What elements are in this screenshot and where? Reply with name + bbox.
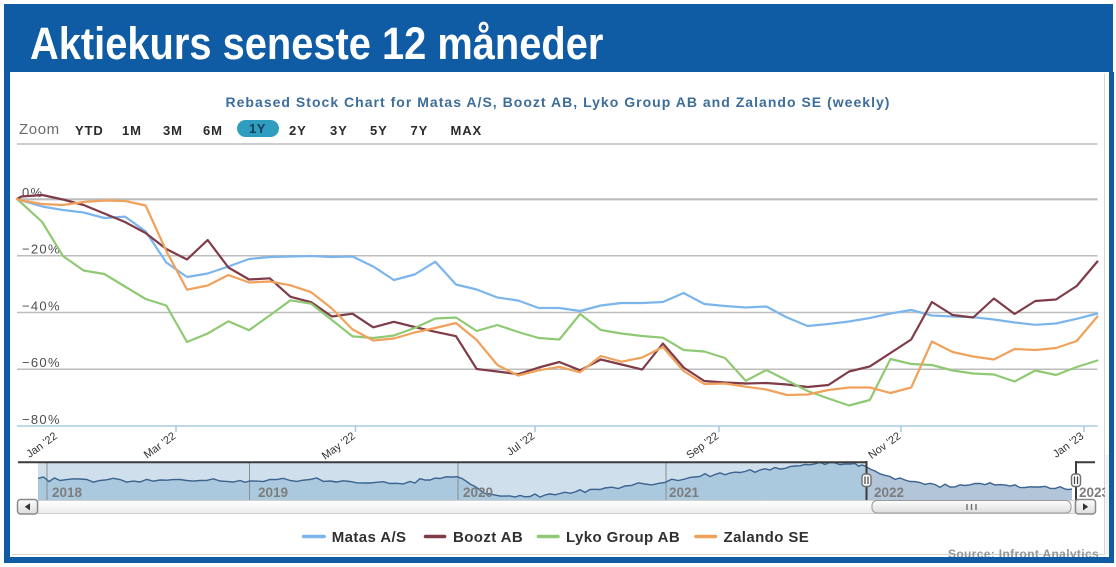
- svg-text:Nov '22: Nov '22: [866, 430, 903, 461]
- svg-text:2021: 2021: [669, 485, 700, 500]
- svg-text:Jul '22: Jul '22: [505, 430, 537, 458]
- svg-text:−40%: −40%: [22, 298, 61, 313]
- svg-text:Jan '23: Jan '23: [1051, 430, 1086, 460]
- svg-text:2023: 2023: [1079, 485, 1110, 500]
- svg-text:−20%: −20%: [22, 242, 61, 257]
- svg-text:May '22: May '22: [320, 430, 358, 462]
- svg-text:−80%: −80%: [22, 412, 61, 427]
- svg-text:Jan '22: Jan '22: [24, 430, 59, 460]
- svg-text:2019: 2019: [258, 485, 288, 500]
- svg-text:2020: 2020: [463, 485, 493, 500]
- svg-text:Mar '22: Mar '22: [142, 430, 178, 461]
- svg-text:2022: 2022: [874, 485, 904, 500]
- svg-text:0%: 0%: [22, 185, 43, 200]
- svg-text:−60%: −60%: [22, 355, 61, 370]
- svg-text:Sep '22: Sep '22: [684, 430, 721, 461]
- svg-text:2018: 2018: [52, 485, 83, 500]
